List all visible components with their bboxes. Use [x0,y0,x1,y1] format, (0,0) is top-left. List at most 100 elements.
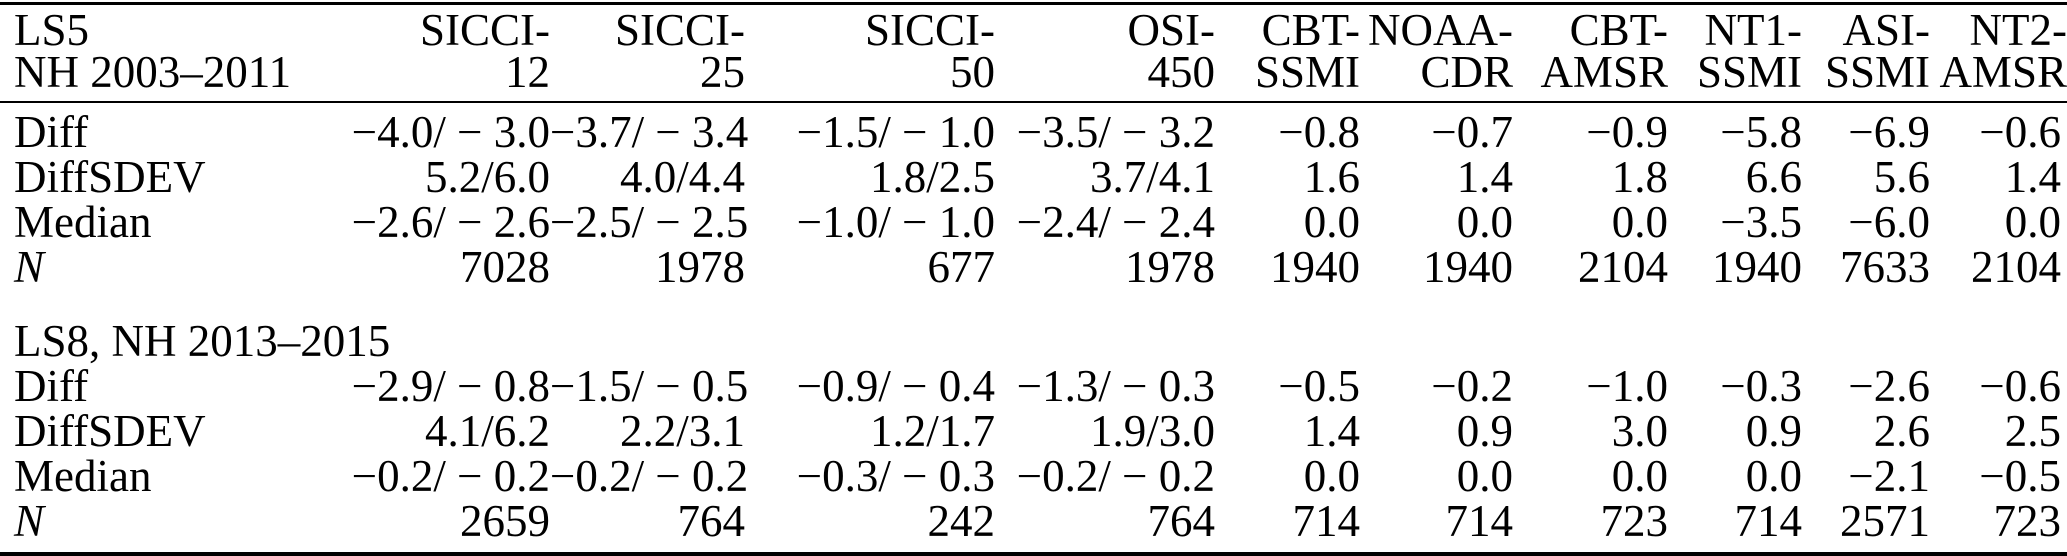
column-header-line: NT2- [1969,5,2067,55]
table-cell: 723 [1600,496,1669,546]
table-cell: 2104 [1971,242,2061,292]
table-cell: −2.4/ − 2.4 [1016,197,1215,247]
table-row: N 7028 1978 677 1978 1940 1940 2104 1940 7633 2104 [0,245,2067,290]
table-cell: −0.2/ − 0.2 [1016,451,1215,501]
table-cell: −0.2/ − 0.2 [550,451,749,501]
column-header: CBT- SSMI [1215,3,1360,103]
table-cell: −6.0 [1848,197,1930,247]
table-cell: 1.8/2.5 [869,152,995,202]
table-cell: 4.1/6.2 [424,406,550,456]
table-cell: 714 [1292,496,1361,546]
table-cell: 0.0 [1611,451,1668,501]
column-header-line: OSI- [1127,5,1216,55]
column-header-line: 12 [505,47,550,97]
column-header-line: 25 [700,47,745,97]
column-header: NT2- AMSR [1930,3,2067,103]
column-header-line: SSMI [1254,47,1360,97]
table-cell: 4.0/4.4 [619,152,745,202]
column-header-line: CDR [1420,47,1513,97]
table-cell: 0.0 [2004,197,2061,247]
table-cell: 764 [677,496,746,546]
table-cell: 1.8 [1611,152,1668,202]
table-cell: 7028 [460,242,550,292]
row-label: DiffSDEV [14,406,206,456]
table-cell: 0.9 [1745,406,1802,456]
table-cell: 2.6 [1873,406,1930,456]
table-cell: −2.9/ − 0.8 [351,361,550,411]
table-cell: 0.0 [1611,197,1668,247]
table-cell: 2659 [460,496,550,546]
table-cell: 2.5 [2004,406,2061,456]
row-label: Diff [14,107,89,157]
table-row: Diff −4.0/ − 3.0 −3.7/ − 3.4 −1.5/ − 1.0 −3.… [0,102,2067,155]
column-header-line: NH 2003–2011 [14,47,292,97]
table-cell: −1.3/ − 0.3 [1016,361,1215,411]
table-cell: 1.4 [1303,406,1360,456]
table-cell: −0.7 [1431,107,1513,157]
table-cell: 723 [1993,496,2062,546]
table-cell: 0.0 [1303,451,1360,501]
table-cell: 0.0 [1303,197,1360,247]
table-cell: −6.9 [1848,107,1930,157]
table-cell: 1.4 [2004,152,2061,202]
table-cell: 1.4 [1456,152,1513,202]
table-cell: −3.5/ − 3.2 [1016,107,1215,157]
column-header: SICCI- 50 [745,3,995,103]
column-header-line: 50 [950,47,995,97]
row-label: N [14,242,45,292]
column-header-line: CBT- [1261,5,1360,55]
table-cell: 5.2/6.0 [424,152,550,202]
table-cell: 1978 [655,242,745,292]
table-row: Diff −2.9/ − 0.8 −1.5/ − 0.5 −0.9/ − 0.4 −1.… [0,364,2067,409]
table-cell: 1940 [1712,242,1802,292]
table-cell: −1.5/ − 0.5 [550,361,749,411]
header-row: LS5 NH 2003–2011 SICCI- 12 SICCI- 25 SICCI- 50 O… [0,3,2067,103]
column-header-line: AMSR [1939,47,2067,97]
table-cell: 242 [927,496,996,546]
column-header: CBT- AMSR [1513,3,1668,103]
table-row: DiffSDEV 4.1/6.2 2.2/3.1 1.2/1.7 1.9/3.0 1.4 0… [0,409,2067,454]
table-cell: −0.8 [1278,107,1360,157]
table-cell: −2.6 [1848,361,1930,411]
column-header-line: NOAA- [1368,5,1513,55]
table-cell: −4.0/ − 3.0 [351,107,550,157]
table-cell: 0.0 [1456,451,1513,501]
table-cell: 0.9 [1456,406,1513,456]
column-header-line: SICCI- [864,5,995,55]
table-cell: 677 [927,242,996,292]
table-cell: 2571 [1840,496,1930,546]
row-label: DiffSDEV [14,152,206,202]
table-cell: −1.0/ − 1.0 [796,197,995,247]
column-header-line: AMSR [1540,47,1668,97]
table-cell: −2.6/ − 2.6 [351,197,550,247]
table-row: Median −0.2/ − 0.2 −0.2/ − 0.2 −0.3/ − 0.3−… [0,454,2067,499]
table-cell: −0.5 [1278,361,1360,411]
table-cell: 1.6 [1303,152,1360,202]
row-label: Median [14,451,152,501]
table-cell: 5.6 [1873,152,1930,202]
table-cell: −0.6 [1979,107,2061,157]
table-cell: 3.7/4.1 [1089,152,1215,202]
column-header: SICCI- 12 [250,3,550,103]
table-cell: −1.5/ − 1.0 [796,107,995,157]
column-header-line: ASI- [1842,5,1931,55]
table-cell: −0.6 [1979,361,2061,411]
table-cell: 2.2/3.1 [619,406,745,456]
section-title-row: LS8, NH 2013–2015 [0,290,2067,364]
table-cell: 1.2/1.7 [869,406,995,456]
table-cell: 1.9/3.0 [1089,406,1215,456]
table-cell: −2.1 [1848,451,1930,501]
table-cell: 714 [1445,496,1514,546]
table-row: N 2659 764 242 764 714 714 723 714 2571 723 [0,499,2067,554]
column-header-line: 450 [1147,47,1216,97]
table-cell: 3.0 [1611,406,1668,456]
table-cell: 0.0 [1745,451,1802,501]
column-header-key: LS5 NH 2003–2011 [0,3,292,103]
table-cell: −0.9 [1586,107,1668,157]
table-cell: −0.2 [1431,361,1513,411]
table-row: DiffSDEV 5.2/6.0 4.0/4.4 1.8/2.5 3.7/4.1 1.6 1… [0,155,2067,200]
column-header: ASI- SSMI [1802,3,1931,103]
table-cell: 764 [1147,496,1216,546]
column-header-line: SSMI [1824,47,1930,97]
table-cell: −3.5 [1720,197,1802,247]
